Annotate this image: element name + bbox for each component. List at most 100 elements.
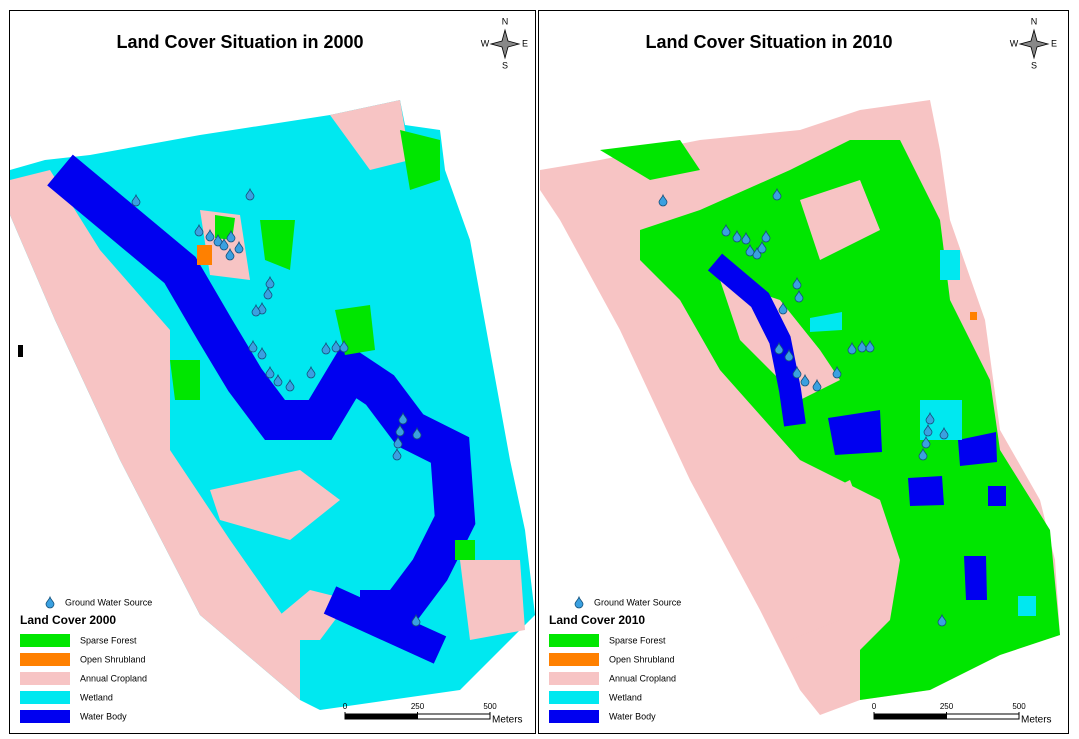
ground-water-source bbox=[265, 365, 275, 379]
ground-water-source bbox=[251, 303, 261, 317]
ground-water-source bbox=[921, 435, 931, 449]
compass-n: N bbox=[502, 16, 509, 26]
compass-s: S bbox=[1031, 60, 1037, 70]
scale-tick-label: 250 bbox=[940, 702, 954, 711]
ground-water-source bbox=[784, 348, 794, 362]
ground-water-source bbox=[393, 435, 403, 449]
wetland-area bbox=[1018, 596, 1036, 616]
ground-water-source bbox=[721, 223, 731, 237]
forest-area bbox=[170, 360, 200, 400]
legend-swatch bbox=[20, 672, 70, 685]
ground-water-source bbox=[306, 365, 316, 379]
water-body bbox=[958, 432, 997, 466]
legend-label: Annual Cropland bbox=[609, 673, 676, 683]
water-body bbox=[908, 476, 944, 506]
ground-water-source bbox=[411, 613, 421, 627]
compass-w: W bbox=[1010, 38, 1019, 48]
water-body bbox=[47, 154, 476, 630]
ground-water-source bbox=[792, 365, 802, 379]
water-body bbox=[964, 556, 987, 600]
legend-swatch bbox=[549, 710, 599, 723]
panel-frame bbox=[538, 10, 1069, 734]
ground-water-source bbox=[263, 286, 273, 300]
panel-frame bbox=[9, 10, 536, 734]
legend-title: Land Cover 2010 bbox=[549, 613, 645, 627]
compass-s: S bbox=[502, 60, 508, 70]
compass-e: E bbox=[522, 38, 528, 48]
legend-point-label: Ground Water Source bbox=[594, 597, 681, 607]
marker bbox=[18, 345, 23, 357]
legend-swatch bbox=[20, 691, 70, 704]
land-cover-map-2000 bbox=[10, 100, 535, 710]
ground-water-source bbox=[205, 228, 215, 242]
ground-water-source bbox=[757, 240, 767, 254]
ground-water-source bbox=[918, 447, 928, 461]
ground-water-source bbox=[772, 187, 782, 201]
legend-label: Wetland bbox=[80, 692, 113, 702]
ground-water-source bbox=[234, 240, 244, 254]
ground-water-source bbox=[331, 339, 341, 353]
map-title: Land Cover Situation in 2000 bbox=[116, 32, 363, 52]
legend-label: Annual Cropland bbox=[80, 673, 147, 683]
forest-area bbox=[455, 540, 475, 560]
land-cover-map-2010 bbox=[540, 100, 1060, 715]
wetland-area bbox=[810, 312, 842, 332]
ground-water-source bbox=[741, 231, 751, 245]
ground-water-source bbox=[265, 275, 275, 289]
scale-tick-label: 500 bbox=[483, 702, 497, 711]
ground-water-source bbox=[226, 229, 236, 243]
cropland-area bbox=[250, 590, 350, 640]
ground-water-source bbox=[792, 276, 802, 290]
ground-water-source bbox=[812, 378, 822, 392]
ground-water-source bbox=[339, 339, 349, 353]
scale-tick-label: 0 bbox=[343, 702, 348, 711]
legend-title: Land Cover 2000 bbox=[20, 613, 116, 627]
ground-water-source bbox=[800, 373, 810, 387]
water-body bbox=[323, 586, 447, 664]
compass-n: N bbox=[1031, 16, 1038, 26]
shrubland-area bbox=[970, 312, 977, 320]
compass-star bbox=[1018, 28, 1050, 60]
legend-swatch bbox=[549, 634, 599, 647]
wetland-area bbox=[940, 250, 960, 280]
ground-water-source bbox=[219, 237, 229, 251]
legend-label: Open Shrubland bbox=[80, 654, 146, 664]
ground-water-source bbox=[257, 346, 267, 360]
ground-water-source bbox=[248, 339, 258, 353]
ground-water-source bbox=[732, 229, 742, 243]
legend-swatch bbox=[20, 634, 70, 647]
legend-label: Sparse Forest bbox=[609, 635, 666, 645]
cropland-area bbox=[460, 560, 525, 640]
scale-bar-fill bbox=[874, 714, 947, 719]
cropland-area bbox=[800, 180, 880, 260]
ground-water-source bbox=[923, 423, 933, 437]
ground-water-source bbox=[273, 373, 283, 387]
legend-swatch bbox=[20, 653, 70, 666]
scale-tick-label: 250 bbox=[411, 702, 425, 711]
scale-tick-label: 0 bbox=[872, 702, 877, 711]
ground-water-source bbox=[939, 426, 949, 440]
ground-water-source bbox=[45, 595, 55, 609]
legend-swatch bbox=[20, 710, 70, 723]
water-body bbox=[828, 410, 882, 455]
ground-water-source bbox=[392, 447, 402, 461]
ground-water-source bbox=[857, 339, 867, 353]
cropland-area bbox=[760, 480, 880, 640]
legend-label: Sparse Forest bbox=[80, 635, 137, 645]
shrubland-area bbox=[197, 245, 212, 265]
scale-unit: Meters bbox=[492, 715, 523, 726]
legend-label: Wetland bbox=[609, 692, 642, 702]
cropland-area bbox=[330, 100, 410, 170]
legend-label: Water Body bbox=[80, 711, 127, 721]
ground-water-source bbox=[832, 365, 842, 379]
ground-water-source bbox=[412, 426, 422, 440]
ground-water-source bbox=[761, 229, 771, 243]
ground-water-source bbox=[794, 289, 804, 303]
ground-water-source bbox=[865, 339, 875, 353]
ground-water-source bbox=[194, 223, 204, 237]
cropland-area bbox=[210, 470, 340, 540]
ground-water-source bbox=[213, 233, 223, 247]
cropland-area bbox=[10, 170, 300, 700]
ground-water-source bbox=[574, 595, 584, 609]
